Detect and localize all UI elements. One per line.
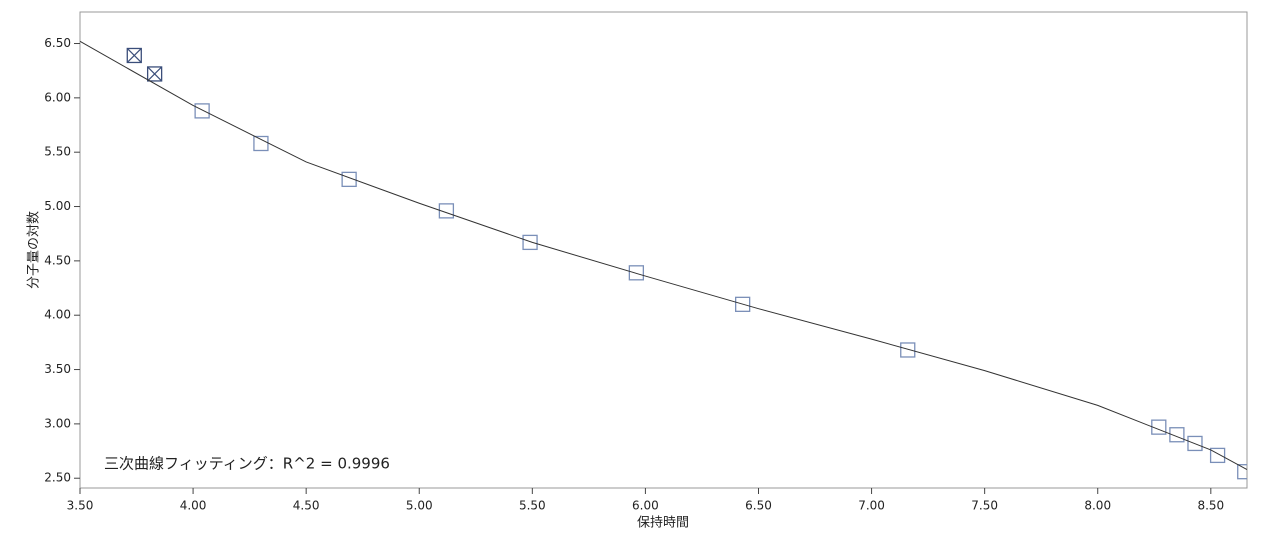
y-tick-label: 2.50 [44, 471, 71, 485]
marker-box [1209, 447, 1226, 464]
data-point [1187, 435, 1203, 452]
x-tick-label: 8.50 [1197, 499, 1224, 513]
marker-box [900, 342, 916, 358]
y-tick-label: 4.50 [44, 253, 71, 267]
y-tick-label: 6.50 [44, 36, 71, 50]
y-axis-label: 分子量の対数 [27, 211, 42, 289]
marker-box [438, 203, 455, 219]
data-point [1169, 427, 1185, 443]
data-point [126, 47, 142, 64]
x-tick-label: 4.50 [293, 499, 320, 513]
marker-box [735, 296, 751, 312]
x-tick-label: 4.00 [180, 499, 207, 513]
y-tick-label: 3.50 [44, 362, 71, 376]
marker-box [253, 135, 269, 152]
data-point [341, 171, 357, 188]
marker-cross [126, 48, 142, 63]
y-tick-label: 5.50 [44, 145, 71, 159]
marker-box [1169, 427, 1185, 443]
data-point [438, 203, 455, 219]
data-point [1209, 447, 1226, 464]
marker-box [341, 171, 357, 188]
y-tick-label: 4.00 [44, 308, 71, 322]
x-axis-label: 保持時間 [637, 516, 689, 531]
data-point [146, 66, 163, 82]
x-tick-label: 5.50 [519, 499, 546, 513]
data-point [253, 135, 269, 152]
marker-box [1237, 464, 1247, 480]
data-point [1237, 464, 1247, 480]
data-point [628, 265, 645, 281]
x-tick-label: 8.00 [1084, 499, 1111, 513]
y-tick-label: 5.00 [44, 199, 71, 213]
plot-area [80, 40, 1247, 480]
fit-curve [80, 40, 1247, 470]
data-point [522, 234, 538, 251]
plot-frame [79, 11, 1248, 489]
data-point [194, 103, 210, 119]
x-tick-label: 7.50 [971, 499, 998, 513]
y-tick-label: 3.00 [44, 416, 71, 430]
x-tick-label: 6.00 [632, 499, 659, 513]
x-tick-label: 5.00 [406, 499, 433, 513]
marker-box [146, 66, 163, 82]
data-point [900, 342, 916, 358]
marker-box [126, 47, 142, 64]
marker-box [522, 234, 538, 251]
marker-box [628, 265, 645, 281]
x-tick-label: 7.00 [858, 499, 885, 513]
marker-cross [147, 66, 163, 82]
marker-box [1187, 435, 1203, 452]
x-tick-label: 3.50 [67, 499, 94, 513]
x-tick-label: 6.50 [745, 499, 772, 513]
annotation: 三次曲線フィッティング：R^2 = 0.9996 [104, 455, 390, 473]
y-tick-label: 6.00 [44, 90, 71, 104]
marker-box [194, 103, 210, 119]
data-point [735, 296, 751, 312]
